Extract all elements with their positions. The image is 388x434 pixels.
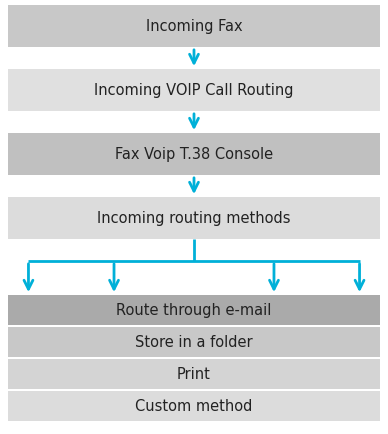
FancyBboxPatch shape (8, 134, 380, 176)
Text: Store in a folder: Store in a folder (135, 335, 253, 350)
FancyBboxPatch shape (8, 391, 380, 421)
Text: Print: Print (177, 367, 211, 381)
FancyBboxPatch shape (8, 6, 380, 48)
Text: Incoming routing methods: Incoming routing methods (97, 211, 291, 226)
FancyBboxPatch shape (8, 359, 380, 389)
Text: Fax Voip T.38 Console: Fax Voip T.38 Console (115, 147, 273, 162)
Text: Custom method: Custom method (135, 398, 253, 414)
FancyBboxPatch shape (8, 327, 380, 357)
FancyBboxPatch shape (8, 295, 380, 325)
Text: Incoming VOIP Call Routing: Incoming VOIP Call Routing (94, 83, 294, 98)
Text: Route through e-mail: Route through e-mail (116, 303, 272, 318)
FancyBboxPatch shape (8, 197, 380, 240)
FancyBboxPatch shape (8, 70, 380, 112)
Text: Incoming Fax: Incoming Fax (146, 20, 242, 34)
